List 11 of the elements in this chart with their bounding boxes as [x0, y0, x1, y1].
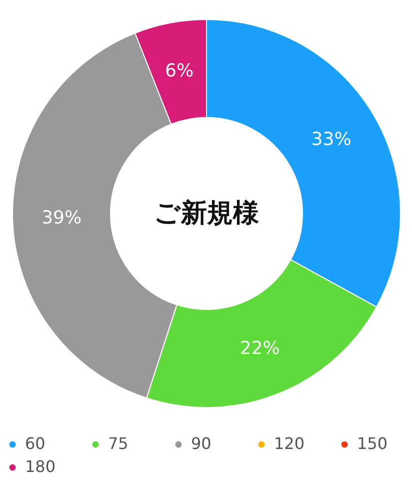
legend-label: 75: [108, 434, 130, 453]
legend-label: 60: [25, 434, 46, 453]
data-label: 22%: [240, 338, 280, 359]
legend-label: 120: [274, 434, 306, 453]
data-label: 6%: [165, 60, 194, 82]
data-label: 39%: [42, 208, 82, 229]
data-label: 33%: [311, 129, 352, 150]
legend-label: 90: [191, 434, 212, 453]
legend-label: 180: [25, 457, 57, 476]
text: ご新規様: [154, 198, 260, 228]
legend-label: 150: [357, 434, 389, 453]
